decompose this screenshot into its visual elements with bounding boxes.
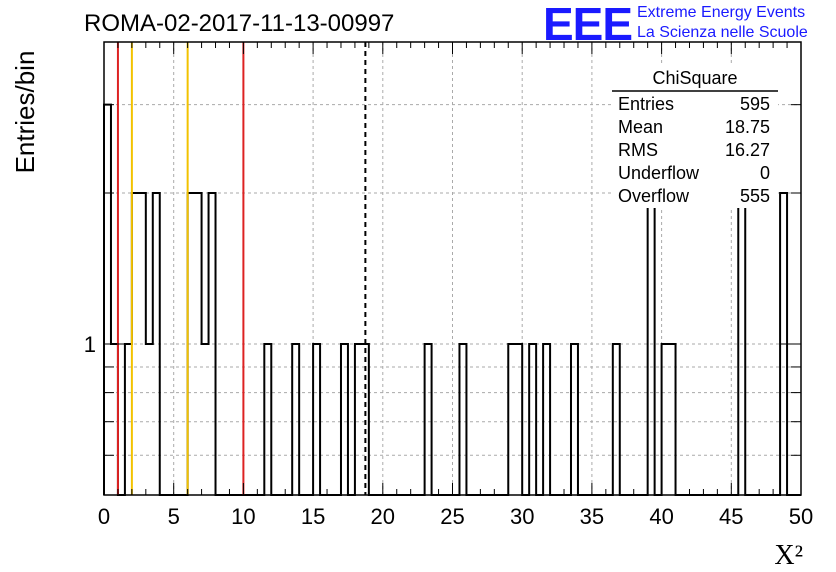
histogram-bin	[146, 344, 153, 495]
histogram-bin	[662, 344, 669, 495]
x-tick-label: 40	[649, 504, 673, 529]
x-tick-label: 35	[580, 504, 604, 529]
eee-logo-mark: EEE	[543, 0, 633, 50]
stats-row-label: Underflow	[618, 163, 700, 183]
histogram-bin	[264, 344, 271, 495]
histogram-bin	[139, 193, 146, 495]
histogram-bin	[459, 344, 466, 495]
stats-row-label: RMS	[618, 140, 658, 160]
stats-box-bg	[612, 64, 778, 208]
stats-row-value: 0	[760, 163, 770, 183]
x-tick-label: 50	[789, 504, 813, 529]
logo-tagline-1: Extreme Energy Events	[637, 4, 806, 21]
x-axis-label: X²	[774, 540, 803, 571]
chart-title: ROMA-02-2017-11-13-00997	[84, 10, 395, 37]
histogram-bin	[355, 344, 362, 495]
histogram-bin	[669, 344, 676, 495]
stats-row-label: Mean	[618, 117, 663, 137]
histogram-bin	[738, 193, 745, 495]
histogram-bin	[104, 105, 111, 495]
histogram-bin	[132, 193, 139, 495]
x-tick-label: 10	[231, 504, 255, 529]
histogram-bin	[543, 344, 550, 495]
x-tick-label: 45	[719, 504, 743, 529]
histogram-bin	[515, 344, 522, 495]
histogram-bin	[188, 193, 195, 495]
histogram-bin	[529, 344, 536, 495]
y-axis-label: Entries/bin	[10, 51, 40, 174]
histogram-bin	[202, 344, 209, 495]
histogram-bin	[153, 193, 160, 495]
x-tick-label: 15	[301, 504, 325, 529]
histogram-bin	[313, 344, 320, 495]
histogram-bin	[195, 193, 202, 495]
stats-row-value: 595	[740, 94, 770, 114]
stats-row-value: 16.27	[725, 140, 770, 160]
histogram-bin	[613, 344, 620, 495]
x-tick-label: 25	[440, 504, 464, 529]
histogram-bin	[508, 344, 515, 495]
y-tick-label: 1	[84, 332, 96, 357]
histogram-bin	[648, 193, 655, 495]
stats-row-label: Entries	[618, 94, 674, 114]
x-tick-label: 30	[510, 504, 534, 529]
x-tick-label: 20	[371, 504, 395, 529]
histogram-bin	[292, 344, 299, 495]
histogram-bin	[209, 193, 216, 495]
histogram-bin	[125, 344, 132, 495]
stats-box-title: ChiSquare	[652, 68, 737, 88]
stats-row-value: 18.75	[725, 117, 770, 137]
stats-row-label: Overflow	[618, 186, 690, 206]
x-tick-label: 0	[98, 504, 110, 529]
x-tick-label: 5	[168, 504, 180, 529]
logo-tagline-2: La Scienza nelle Scuole	[637, 24, 808, 41]
histogram-bin	[571, 344, 578, 495]
stats-row-value: 555	[740, 186, 770, 206]
histogram-bin	[425, 344, 432, 495]
histogram-bin	[341, 344, 348, 495]
